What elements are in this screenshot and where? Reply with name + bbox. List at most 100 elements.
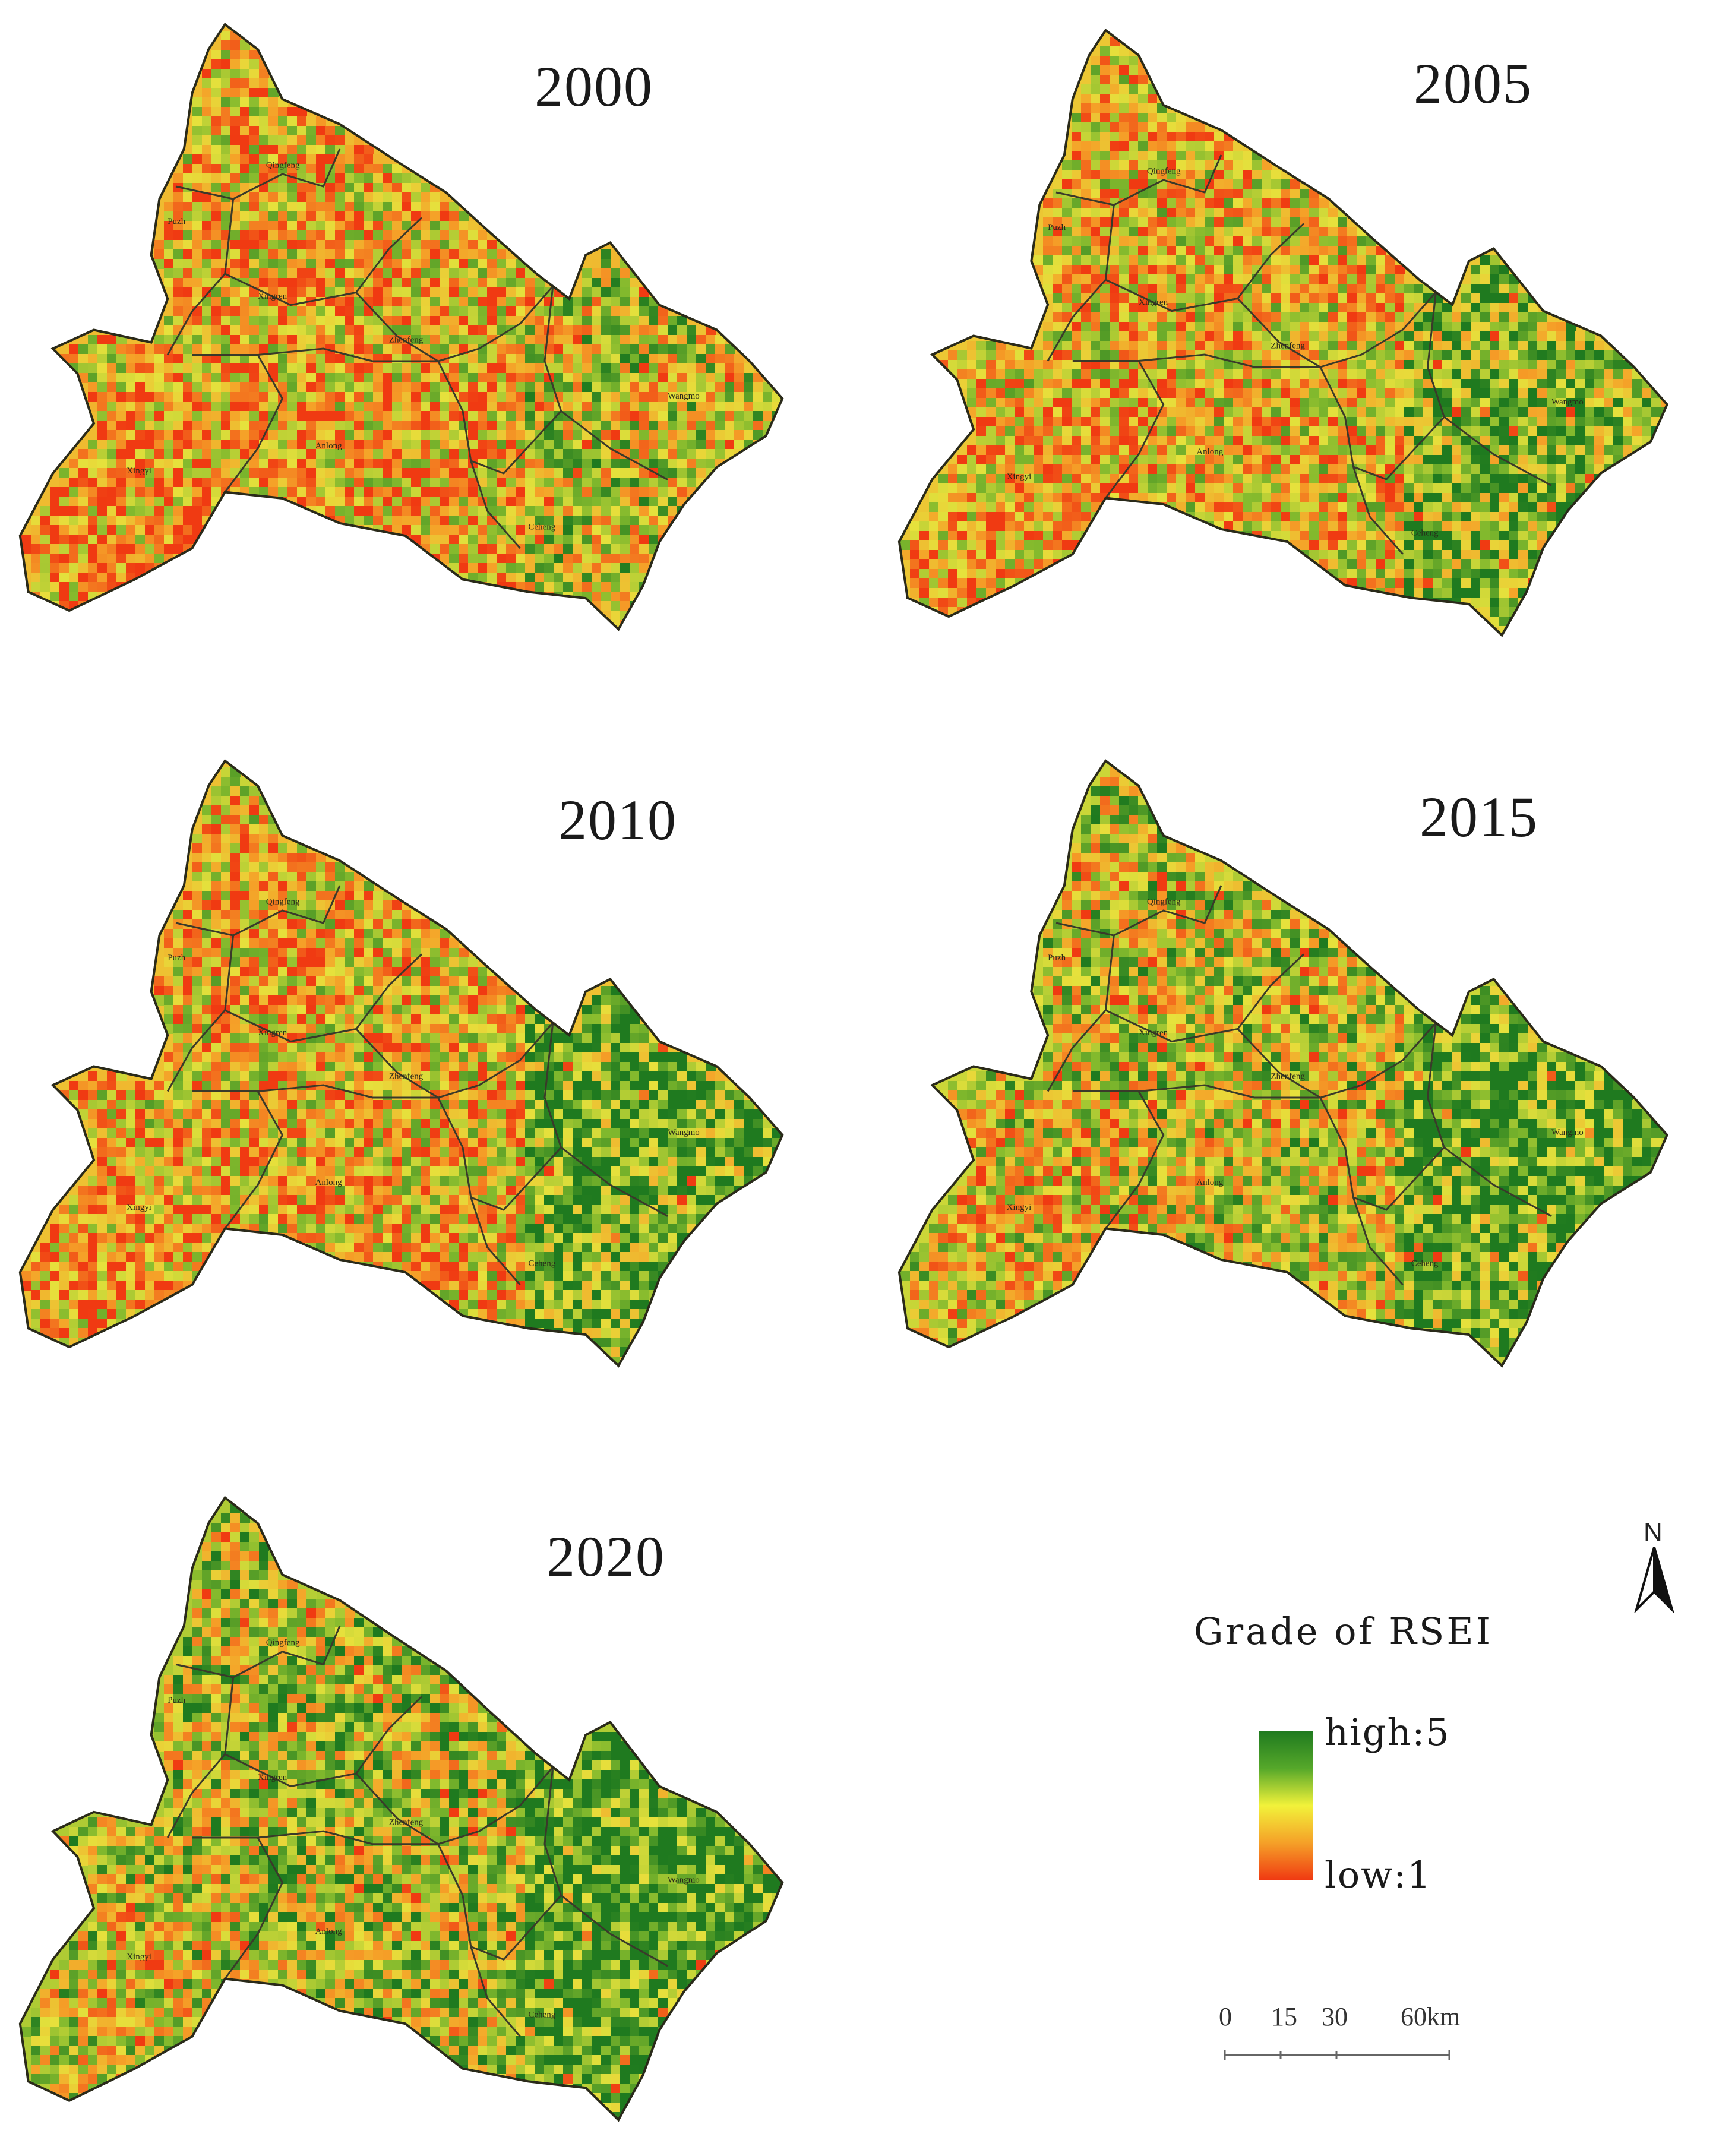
region-label: Xingren <box>258 1028 287 1038</box>
county-border <box>355 286 554 362</box>
county-border <box>192 1090 284 1229</box>
county-border <box>1426 1022 1552 1217</box>
region-label: Wangmo <box>668 1876 700 1885</box>
map-panel-2000: Qingfeng Puzh Xingren Zhenfeng Xingyi Anlong C… <box>0 0 867 653</box>
legend-color-ramp <box>1259 1731 1313 1880</box>
county-border <box>257 1084 438 1099</box>
region-label: Puzh <box>1048 223 1066 232</box>
county-border <box>1072 360 1165 499</box>
region-label: Xingyi <box>127 1203 151 1212</box>
county-border <box>1047 935 1115 1092</box>
scale-tick-15: 15 <box>1271 2002 1297 2031</box>
year-label-2000: 2000 <box>535 55 653 118</box>
region-label: Zhenfeng <box>1271 1072 1305 1082</box>
scale-tick-0: 0 <box>1219 2002 1232 2031</box>
region-label: Puzh <box>168 953 186 963</box>
county-border <box>470 1895 562 1961</box>
county-border <box>1055 885 1222 937</box>
scale-tick-30: 30 <box>1322 2002 1348 2031</box>
legend-high-label: high:5 <box>1325 1711 1450 1754</box>
region-label: Wangmo <box>668 1128 700 1137</box>
region-label: Anlong <box>1196 447 1224 457</box>
region-label: Wangmo <box>668 391 700 401</box>
region-label: Ceheng <box>528 523 555 532</box>
rsei-raster <box>20 1497 783 2120</box>
region-label: Anlong <box>315 1927 343 1936</box>
county-border <box>1319 366 1404 555</box>
region-label: Xingyi <box>127 466 151 476</box>
county-border <box>192 1836 284 1980</box>
county-border <box>175 148 341 200</box>
rsei-map-2005: Qingfeng Puzh Xingren Zhenfeng Xingyi Anlong C… <box>897 29 1668 637</box>
region-label: Qingfeng <box>266 1638 300 1648</box>
county-border <box>470 1146 562 1211</box>
legend: Grade of RSEI high:5 low:1 <box>1176 1604 1592 1912</box>
county-border <box>257 347 438 362</box>
rsei-map-2000: Qingfeng Puzh Xingren Zhenfeng Xingyi Anlong C… <box>18 23 784 631</box>
region-label: Zhenfeng <box>1271 342 1305 351</box>
region-label: Xingren <box>1139 298 1168 307</box>
year-label-2005: 2005 <box>1414 52 1532 115</box>
rsei-raster <box>20 24 783 630</box>
county-border <box>175 1626 341 1678</box>
region-label: Qingfeng <box>1147 897 1181 907</box>
rsei-map-2010: Qingfeng Puzh Xingren Zhenfeng Xingyi Anlong C… <box>18 759 784 1368</box>
region-label: Qingfeng <box>266 161 300 170</box>
region-label: Ceheng <box>1411 1259 1439 1269</box>
county-border <box>192 354 284 493</box>
region-outline <box>897 759 1668 1368</box>
rsei-map-2020: Qingfeng Puzh Xingren Zhenfeng Xingyi Anlong C… <box>18 1496 784 2122</box>
county-border <box>355 1022 554 1099</box>
rsei-raster <box>20 761 783 1366</box>
region-label: Puzh <box>1048 953 1066 963</box>
scale-tick-60km: 60km <box>1401 2002 1461 2031</box>
county-border <box>1072 1090 1165 1229</box>
region-label: Qingfeng <box>266 897 300 907</box>
region-outline <box>897 29 1668 637</box>
region-label: Wangmo <box>1551 1128 1584 1137</box>
county-border <box>1237 1022 1437 1099</box>
county-border <box>166 198 235 356</box>
county-border <box>1138 1084 1320 1099</box>
county-border <box>1319 1097 1404 1285</box>
county-border <box>166 935 235 1092</box>
county-border <box>543 1767 668 1967</box>
legend-title: Grade of RSEI <box>1194 1610 1493 1653</box>
region-label: Xingren <box>1139 1028 1168 1038</box>
region-label: Xingyi <box>1007 1203 1032 1212</box>
region-outline <box>18 759 784 1368</box>
region-label: Xingyi <box>1007 472 1032 482</box>
region-label: Xingren <box>258 292 287 301</box>
county-border <box>1047 204 1115 362</box>
county-border <box>1237 292 1437 368</box>
region-label: Anlong <box>1196 1178 1224 1187</box>
county-border <box>355 1766 554 1845</box>
county-border <box>166 1677 235 1838</box>
county-border <box>1352 416 1445 480</box>
region-label: Zhenfeng <box>389 336 424 345</box>
region-outline <box>18 23 784 631</box>
map-panel-2015: Qingfeng Puzh Xingren Zhenfeng Xingyi Anlong C… <box>867 736 1735 1390</box>
region-label: Ceheng <box>1411 529 1439 538</box>
north-arrow: N <box>1630 1518 1678 1613</box>
region-label: Wangmo <box>1551 397 1584 407</box>
region-label: Zhenfeng <box>389 1072 424 1082</box>
region-label: Zhenfeng <box>389 1817 424 1827</box>
rsei-raster <box>899 30 1667 636</box>
north-arrow-icon <box>1634 1547 1674 1613</box>
region-label: Xingyi <box>127 1952 151 1962</box>
region-label: Ceheng <box>528 2010 555 2019</box>
map-panel-2010: Qingfeng Puzh Xingren Zhenfeng Xingyi Anlong C… <box>0 736 867 1390</box>
scale-bar: 0 15 30 60km <box>1212 2002 1497 2073</box>
map-panel-2020: Qingfeng Puzh Xingren Zhenfeng Xingyi Anlong C… <box>0 1473 867 2144</box>
scale-bar-line <box>1224 2050 1450 2060</box>
county-border <box>470 410 562 475</box>
north-arrow-label: N <box>1644 1518 1663 1547</box>
county-border <box>1352 1146 1445 1211</box>
year-label-2020: 2020 <box>546 1525 665 1588</box>
county-border <box>1138 353 1320 368</box>
county-border <box>1055 154 1222 206</box>
year-label-2010: 2010 <box>558 788 677 852</box>
region-label: Qingfeng <box>1147 167 1181 176</box>
rsei-raster <box>899 761 1667 1366</box>
